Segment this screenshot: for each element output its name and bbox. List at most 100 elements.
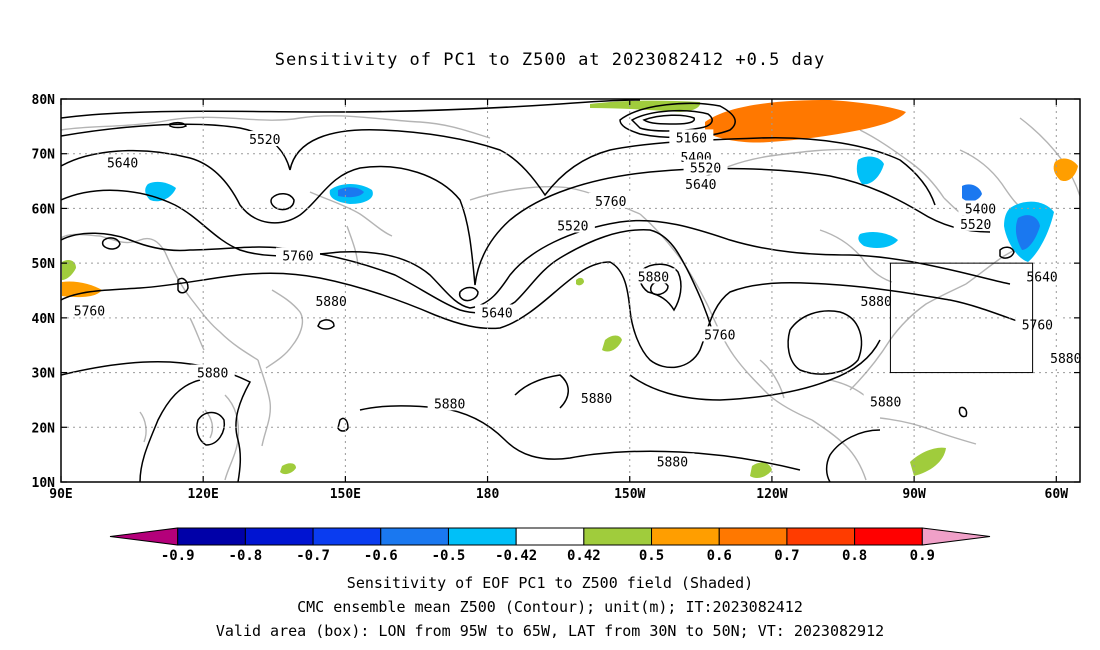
shading-negative-sib-core <box>338 187 364 198</box>
contour-label-background <box>683 159 728 175</box>
lat-tick-label: 50N <box>32 257 56 272</box>
colorbar-tick-label: -0.7 <box>296 548 330 564</box>
contour-label-background <box>190 364 235 380</box>
contour-label: 5880 <box>197 367 228 382</box>
lat-tick-label: 10N <box>32 476 56 491</box>
colorbar-tick-label: -0.8 <box>229 548 263 564</box>
lon-tick-label: 90E <box>49 487 72 502</box>
shading-positive-mexico <box>750 462 772 478</box>
lat-tick-label: 20N <box>32 421 56 436</box>
lon-tick-label: 150W <box>614 487 645 502</box>
contour-label: 5640 <box>1026 270 1057 285</box>
colorbar-bin <box>244 527 314 546</box>
contour-label: 5880 <box>861 295 892 310</box>
contour-label: 5520 <box>960 218 991 233</box>
colorbar-tick-label: -0.6 <box>364 548 398 564</box>
colorbar-tick-label: 0.8 <box>842 548 867 564</box>
contour-label: 5880 <box>1050 352 1081 367</box>
contour-label-background <box>475 304 520 320</box>
figure-title: Sensitivity of PC1 to Z500 at 2023082412… <box>274 50 826 70</box>
colorbar-tick-label: 0.9 <box>910 548 935 564</box>
shading-negative-canada <box>856 156 884 185</box>
contour-label: 5640 <box>481 306 512 321</box>
lon-tick-label: 120W <box>756 487 787 502</box>
lat-tick-label: 30N <box>32 367 56 382</box>
contour-label-background <box>854 292 899 308</box>
caption-line-3: Valid area (box): LON from 95W to 65W, L… <box>215 622 885 640</box>
contour-label-background <box>669 129 714 145</box>
shading-positive-westpac <box>62 281 102 298</box>
colorbar-bin <box>583 527 653 546</box>
caption-line-2: CMC ensemble mean Z500 (Contour); unit(m… <box>297 598 803 616</box>
shading-negative-labrador-core <box>1015 215 1040 250</box>
sensitivity-shading <box>62 100 1078 478</box>
contour-label-background <box>650 453 695 469</box>
contour-label: 5880 <box>657 455 688 470</box>
contour-label: 5400 <box>965 203 996 218</box>
contour-label-background <box>953 215 998 231</box>
lon-tick-label: 180 <box>476 487 500 502</box>
lon-tick-label: 90W <box>902 487 926 502</box>
colorbar-tick-label: -0.5 <box>432 548 466 564</box>
contour-label-background <box>275 247 320 263</box>
shading-positive-pacific-small-2 <box>280 463 296 475</box>
colorbar-extend-high <box>921 527 991 546</box>
colorbar: -0.9 -0.8 -0.7 -0.6 -0.5 -0.42 0.42 0.5 0.6 0.7 0.… <box>109 527 991 564</box>
shading-positive-westpac-green <box>62 260 76 280</box>
shading-negative-baffin <box>962 184 982 202</box>
contour-label: 5880 <box>434 397 465 412</box>
shading-positive-greenland <box>1053 158 1078 182</box>
contour-label: 5160 <box>676 131 707 146</box>
colorbar-bin <box>177 527 246 546</box>
contour-label-background <box>1015 316 1060 332</box>
colorbar-bin <box>447 527 517 546</box>
colorbar-bin <box>312 527 382 546</box>
contour-label: 5760 <box>595 195 626 210</box>
colorbar-tick-label: 0.42 <box>567 548 601 564</box>
contour-label: 5760 <box>74 304 105 319</box>
contour-label-background <box>100 154 145 170</box>
colorbar-bin <box>718 527 788 546</box>
contour-label: 5760 <box>704 328 735 343</box>
lon-tick-label: 60W <box>1045 487 1069 502</box>
caption-line-1: Sensitivity of EOF PC1 to Z500 field (Sh… <box>346 574 754 592</box>
contour-label: 5880 <box>315 295 346 310</box>
contour-label-background <box>67 302 112 318</box>
lat-tick-label: 60N <box>32 202 56 217</box>
contour-label-background <box>958 200 1003 216</box>
lat-tick-label: 40N <box>32 312 56 327</box>
colorbar-tick-label: -0.9 <box>161 548 195 564</box>
contour-label-background <box>863 393 908 409</box>
shading-negative-hudson <box>858 232 898 248</box>
contour-label: 5880 <box>581 392 612 407</box>
lon-tick-label: 150E <box>330 487 361 502</box>
contour-label-background <box>678 175 723 191</box>
colorbar-tick-label: -0.42 <box>495 548 537 564</box>
valid-area-box <box>889 262 1034 374</box>
colorbar-extend-low <box>109 527 179 546</box>
contour-label-background <box>631 268 676 284</box>
contour-label: 5760 <box>282 250 313 265</box>
shading-positive-arctic <box>705 100 906 143</box>
contour-label: 5880 <box>870 396 901 411</box>
z500-contours <box>61 99 1021 482</box>
contour-label-background <box>309 292 354 308</box>
colorbar-bin <box>515 527 585 546</box>
shading-positive-caribbean <box>910 447 946 476</box>
colorbar-bin <box>651 527 720 546</box>
contour-label-background <box>588 192 633 208</box>
lat-tick-label: 70N <box>32 148 56 163</box>
contour-label: 5640 <box>685 178 716 193</box>
contour-label-background <box>550 217 595 233</box>
contour-label: 5520 <box>690 161 721 176</box>
contour-label-background <box>427 395 472 411</box>
colorbar-bin <box>854 527 923 546</box>
contour-label-background <box>242 131 287 147</box>
contour-label: 5760 <box>1022 319 1053 334</box>
map-frame <box>60 98 1081 483</box>
colorbar-tick-label: 0.7 <box>774 548 799 564</box>
contour-label: 5880 <box>638 270 669 285</box>
contour-label-background <box>574 389 619 405</box>
